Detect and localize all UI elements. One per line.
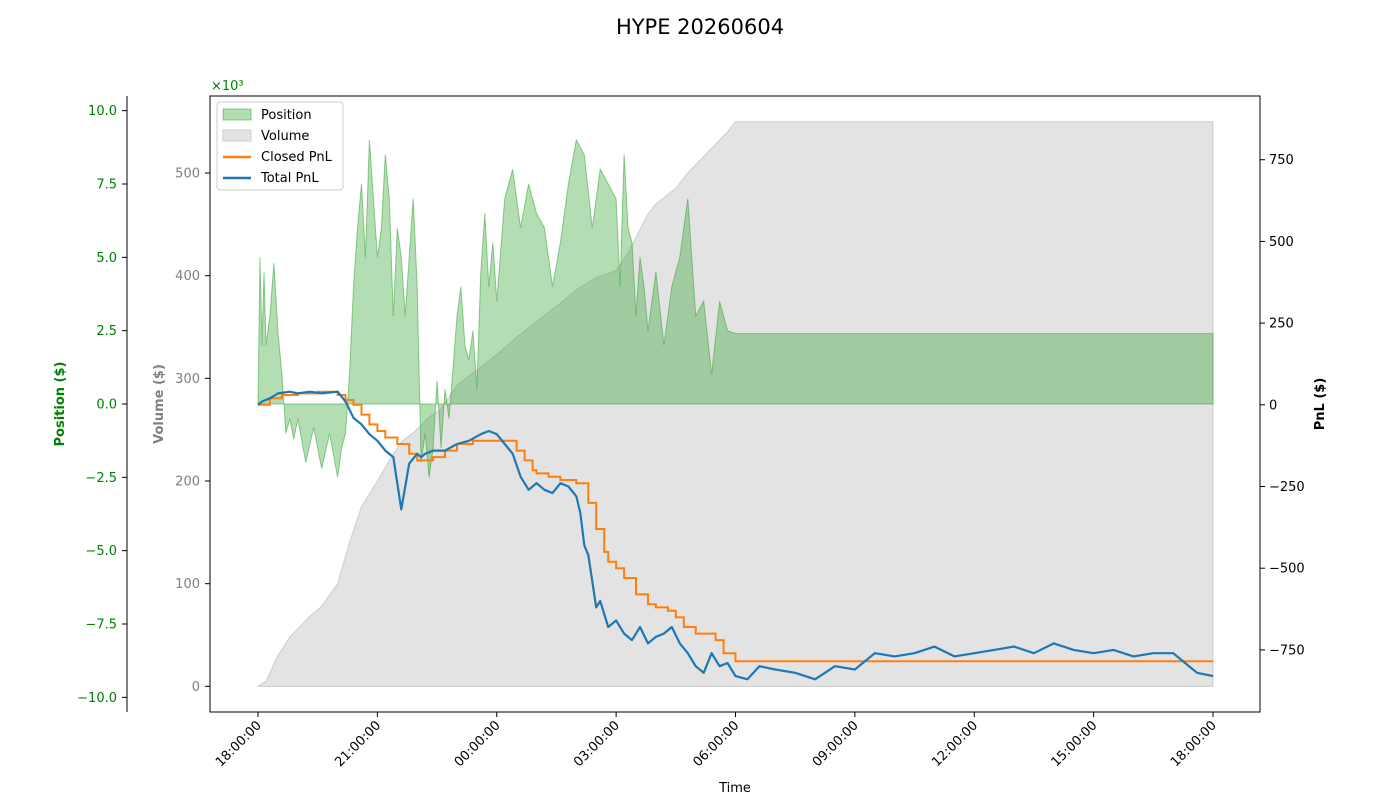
legend: Position Volume Closed PnL Total PnL — [216, 101, 344, 191]
pnl-tick-label: 0 — [1269, 398, 1277, 413]
x-tick-label: 18:00:00 — [213, 718, 265, 770]
volume-axis-title: Volume ($) — [152, 364, 167, 444]
volume-tick-label: 100 — [175, 577, 200, 592]
volume-tick-label: 300 — [175, 372, 200, 387]
pnl-tick-label: −750 — [1269, 643, 1305, 658]
x-tick-label: 18:00:00 — [1168, 718, 1220, 770]
position-tick-label: −10.0 — [77, 691, 117, 706]
pnl-tick-label: −250 — [1269, 480, 1305, 495]
series-total-pnl-line — [257, 390, 1214, 681]
x-tick-label: 15:00:00 — [1049, 718, 1101, 770]
pnl-tick-label: 750 — [1269, 153, 1294, 168]
volume-exponent-label: ×10³ — [211, 79, 244, 94]
position-tick-label: 10.0 — [88, 104, 117, 119]
x-tick-label: 03:00:00 — [571, 718, 623, 770]
x-axis-title: Time — [718, 781, 751, 796]
position-tick-label: −7.5 — [85, 618, 117, 633]
legend-swatch-position — [222, 108, 252, 121]
series-position-area — [257, 138, 1214, 478]
volume-tick-label: 400 — [175, 269, 200, 284]
legend-swatch-volume — [222, 129, 252, 142]
position-tick-label: −2.5 — [85, 471, 117, 486]
x-tick-label: 00:00:00 — [452, 718, 504, 770]
pnl-tick-label: −500 — [1269, 562, 1305, 577]
legend-label-total-pnl: Total PnL — [260, 171, 319, 186]
series-closed-pnl-line — [258, 390, 1213, 663]
position-tick-label: 2.5 — [96, 324, 117, 339]
legend-label-closed-pnl: Closed PnL — [261, 150, 333, 165]
position-tick-label: −5.0 — [85, 544, 117, 559]
position-tick-label: 0.0 — [96, 398, 117, 413]
x-tick-label: 06:00:00 — [690, 718, 742, 770]
volume-tick-label: 0 — [192, 680, 200, 695]
pnl-tick-label: 500 — [1269, 235, 1294, 250]
position-tick-label: 5.0 — [96, 251, 117, 266]
chart-title: HYPE 20260604 — [616, 15, 784, 39]
legend-label-position: Position — [261, 108, 312, 123]
position-axis-title: Position ($) — [53, 362, 68, 447]
pnl-tick-label: 250 — [1269, 317, 1294, 332]
volume-tick-label: 200 — [175, 475, 200, 490]
position-tick-label: 7.5 — [96, 178, 117, 193]
volume-tick-label: 500 — [175, 167, 200, 182]
x-tick-label: 21:00:00 — [332, 718, 384, 770]
x-tick-label: 12:00:00 — [929, 718, 981, 770]
legend-label-volume: Volume — [261, 129, 309, 144]
x-tick-label: 09:00:00 — [810, 718, 862, 770]
pnl-axis-title: PnL ($) — [1313, 378, 1328, 431]
